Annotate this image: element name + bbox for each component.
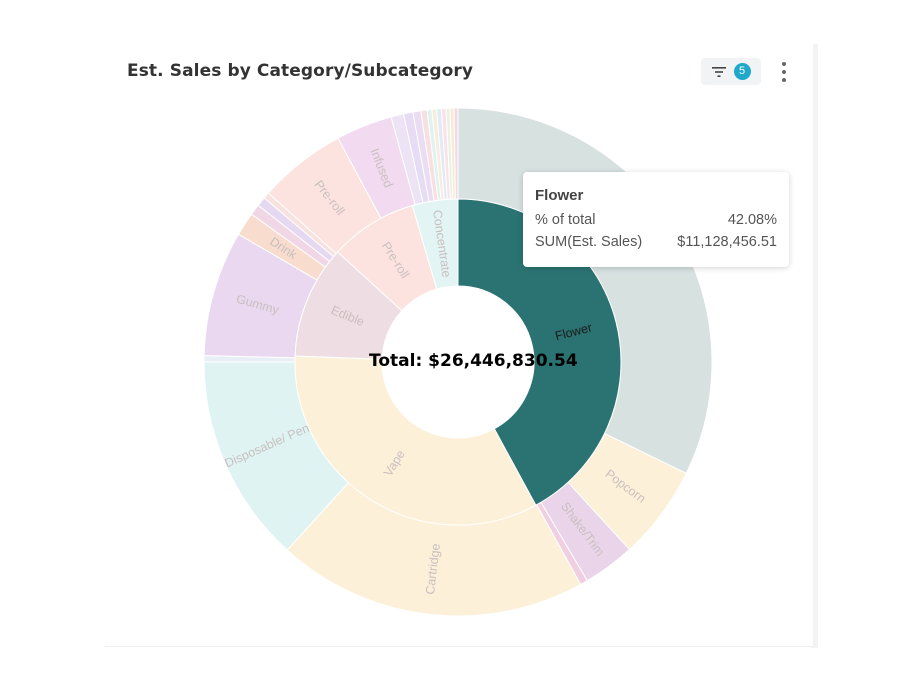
outer-segment-label-cartridge: Cartridge bbox=[423, 543, 443, 596]
inner-segment-concentrate[interactable] bbox=[411, 198, 459, 290]
more-dot-icon bbox=[782, 62, 786, 66]
chart-title: Est. Sales by Category/Subcategory bbox=[127, 61, 474, 81]
tooltip-row: % of total 42.08% bbox=[535, 212, 777, 228]
tooltip-value: 42.08% bbox=[727, 212, 777, 228]
total-label: Total: $26,446,830.54 bbox=[369, 351, 578, 371]
more-dot-icon bbox=[782, 70, 786, 74]
tooltip-row: SUM(Est. Sales) $11,128,456.51 bbox=[535, 234, 777, 250]
inner-ring bbox=[294, 198, 622, 526]
filter-button[interactable]: 5 bbox=[701, 58, 761, 85]
tooltip: Flower % of total 42.08% SUM(Est. Sales)… bbox=[523, 172, 789, 267]
tooltip-label: % of total bbox=[535, 212, 596, 228]
tooltip-title: Flower bbox=[535, 187, 584, 204]
tooltip-value: $11,128,456.51 bbox=[677, 234, 777, 250]
panel-scroll-edge bbox=[811, 44, 818, 648]
filter-icon bbox=[711, 66, 726, 77]
filter-count-badge: 5 bbox=[733, 63, 751, 80]
more-dot-icon bbox=[782, 78, 786, 82]
more-options-button[interactable] bbox=[776, 60, 792, 84]
inner-segment-vape[interactable] bbox=[294, 355, 537, 526]
tooltip-label: SUM(Est. Sales) bbox=[535, 234, 643, 250]
